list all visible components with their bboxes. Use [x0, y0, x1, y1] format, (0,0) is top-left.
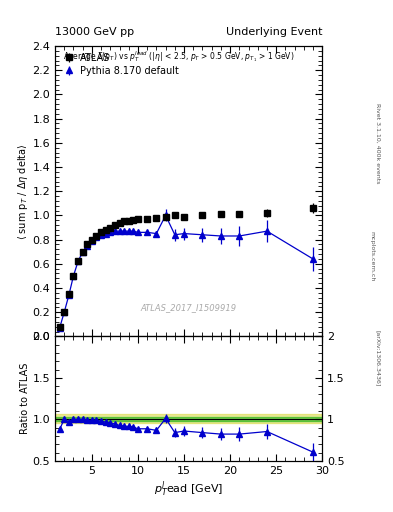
Text: mcplots.cern.ch: mcplots.cern.ch: [369, 231, 374, 281]
Text: ATLAS_2017_I1509919: ATLAS_2017_I1509919: [141, 303, 237, 312]
Bar: [55, 417, 322, 421]
Legend: ATLAS, Pythia 8.170 default: ATLAS, Pythia 8.170 default: [60, 51, 181, 78]
Text: Average $\Sigma(p_T)$ vs $p_T^{lead}$ ($|\eta|$ < 2.5, $p_T$ > 0.5 GeV, $p_{T_1}: Average $\Sigma(p_T)$ vs $p_T^{lead}$ ($…: [63, 49, 294, 64]
Text: Underlying Event: Underlying Event: [226, 27, 322, 37]
Y-axis label: Ratio to ATLAS: Ratio to ATLAS: [20, 363, 29, 434]
Text: Rivet 3.1.10, 400k events: Rivet 3.1.10, 400k events: [375, 103, 380, 184]
Bar: [55, 414, 322, 423]
Text: [arXiv:1306.3436]: [arXiv:1306.3436]: [375, 330, 380, 387]
X-axis label: $p_T^l$ead [GeV]: $p_T^l$ead [GeV]: [154, 480, 223, 499]
Text: 13000 GeV pp: 13000 GeV pp: [55, 27, 134, 37]
Y-axis label: $\langle$ sum p$_T$ / $\Delta\eta$ delta$\rangle$: $\langle$ sum p$_T$ / $\Delta\eta$ delta…: [15, 143, 29, 240]
